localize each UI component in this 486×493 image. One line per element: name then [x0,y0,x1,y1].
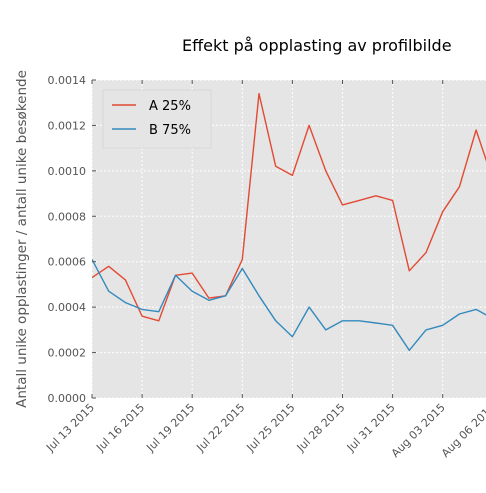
series-layer [92,92,486,351]
y-tick-label: 0.0006 [48,256,87,269]
legend-box [102,89,212,149]
x-tick-label: Jul 13 2015 [43,401,97,455]
x-tick-label: Jul 31 2015 [344,401,398,455]
y-tick-label: 0.0012 [48,119,87,132]
y-axis-label: Antall unike opplastinger / antall unike… [14,70,30,408]
x-tick-label: Jul 22 2015 [193,401,247,455]
y-tick-label: 0.0008 [48,210,87,223]
y-tick-label: 0.0014 [48,74,87,87]
chart-title: Effekt på opplasting av profilbilde [182,36,452,55]
y-tick-label: 0.0010 [48,165,87,178]
x-tick-label: Jul 19 2015 [143,401,197,455]
y-tick-label: 0.0004 [48,301,87,314]
y-ticks: 0.0000 0.0002 0.0004 0.0006 0.0008 0.0010 0.00… [48,74,96,405]
legend-label: B 75% [149,123,191,138]
x-tick-label: Jul 16 2015 [93,401,147,455]
y-tick-label: 0.0000 [48,392,87,405]
y-tick-label: 0.0002 [48,347,87,360]
x-tick-label: Jul 25 2015 [244,401,298,455]
legend: A 25% B 75% [102,89,212,149]
x-tick-label: Jul 28 2015 [294,401,348,455]
series-line-b [92,259,486,351]
series-line-a [92,92,486,322]
legend-label: A 25% [149,99,191,114]
